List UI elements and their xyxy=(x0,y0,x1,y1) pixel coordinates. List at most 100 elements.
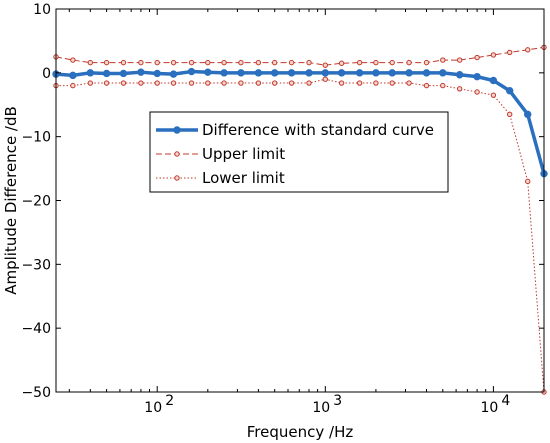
series-point xyxy=(205,59,211,66)
series-point xyxy=(254,69,263,77)
y-tick-label: −10 xyxy=(21,130,51,146)
legend-entry-label: Lower limit xyxy=(202,169,285,187)
series-point xyxy=(389,59,395,66)
legend-entry-label: Difference with standard curve xyxy=(202,121,434,139)
series-point xyxy=(138,59,144,66)
series-point xyxy=(388,69,396,77)
legend: Difference with standard curve Upper limi… xyxy=(149,111,449,193)
series-point xyxy=(119,69,128,78)
series-point xyxy=(70,82,76,89)
series-point xyxy=(456,57,463,63)
series-point xyxy=(306,80,312,86)
series-point xyxy=(389,80,395,86)
series-point xyxy=(506,49,513,56)
series-point xyxy=(170,59,177,66)
series-point xyxy=(456,86,463,92)
series-point xyxy=(322,62,329,68)
series-point xyxy=(255,59,262,66)
series-point xyxy=(525,178,531,185)
series-point xyxy=(69,71,77,80)
series-point xyxy=(505,87,514,95)
series-point xyxy=(288,59,295,66)
legend-swatch-marker xyxy=(174,175,180,181)
series-point xyxy=(220,69,228,77)
series-point xyxy=(506,111,513,118)
series-point xyxy=(440,57,446,63)
series-point xyxy=(221,80,227,86)
series-point xyxy=(338,60,345,66)
x-tick-label: 10 xyxy=(144,400,162,416)
x-tick-label-exponent: 4 xyxy=(501,393,510,409)
y-axis-label: Amplitude Difference /dB xyxy=(2,106,20,295)
series-point xyxy=(238,59,244,66)
series-point xyxy=(87,59,94,66)
y-tick-label: 0 xyxy=(42,66,51,82)
series-point xyxy=(321,69,330,77)
series-point xyxy=(440,82,446,89)
series-point xyxy=(490,52,497,58)
series-point xyxy=(305,69,313,77)
series-1 xyxy=(53,44,547,68)
series-point xyxy=(103,80,110,86)
series-point xyxy=(287,69,296,77)
series-point xyxy=(137,68,145,76)
series-point xyxy=(237,69,245,77)
y-tick-label: −30 xyxy=(21,257,51,273)
series-point xyxy=(288,80,295,86)
y-tick-label: 10 xyxy=(33,2,51,18)
legend-entry-label: Upper limit xyxy=(202,145,285,163)
series-point xyxy=(204,68,212,76)
series-point xyxy=(439,69,447,77)
series-point xyxy=(205,80,211,86)
series-point xyxy=(322,76,329,82)
y-tick-label: −50 xyxy=(21,385,51,401)
series-point xyxy=(169,70,178,78)
series-point xyxy=(170,80,177,86)
series-point xyxy=(355,69,364,77)
series-point xyxy=(373,59,379,66)
series-point xyxy=(154,80,160,86)
y-tick-label: −20 xyxy=(21,194,51,210)
series-line xyxy=(55,46,545,66)
series-point xyxy=(406,59,412,66)
legend-swatch-marker xyxy=(174,151,180,157)
series-point xyxy=(306,59,312,66)
series-point xyxy=(423,82,430,89)
series-point xyxy=(86,69,95,77)
series-point xyxy=(153,69,161,78)
series-point xyxy=(138,80,144,86)
series-point xyxy=(525,47,531,53)
series-point xyxy=(255,80,262,86)
series-point xyxy=(423,59,430,66)
series-0 xyxy=(52,67,548,178)
x-tick-label-exponent: 3 xyxy=(333,393,342,409)
series-point xyxy=(373,80,379,86)
x-axis-label: Frequency /Hz xyxy=(247,423,354,441)
series-point xyxy=(405,69,413,77)
series-point xyxy=(372,69,380,77)
series-point xyxy=(474,89,480,95)
y-tick-label: −40 xyxy=(21,321,51,337)
series-point xyxy=(270,69,279,77)
series-point xyxy=(103,59,110,66)
series-point xyxy=(406,80,412,86)
series-point xyxy=(87,80,94,86)
series-point xyxy=(455,71,464,79)
legend-swatch-marker xyxy=(173,126,181,134)
series-point xyxy=(474,54,480,61)
series-point xyxy=(221,59,227,66)
x-tick-label: 10 xyxy=(480,400,498,416)
series-point xyxy=(473,72,481,81)
series-point xyxy=(356,80,363,86)
series-point xyxy=(120,59,127,66)
series-point xyxy=(70,57,76,63)
legend-box xyxy=(149,111,449,193)
series-point xyxy=(524,110,532,119)
series-point xyxy=(337,69,346,77)
x-tick-label-exponent: 2 xyxy=(165,393,174,409)
series-point xyxy=(238,80,244,86)
plot-frame xyxy=(55,8,545,393)
series-point xyxy=(154,59,160,66)
